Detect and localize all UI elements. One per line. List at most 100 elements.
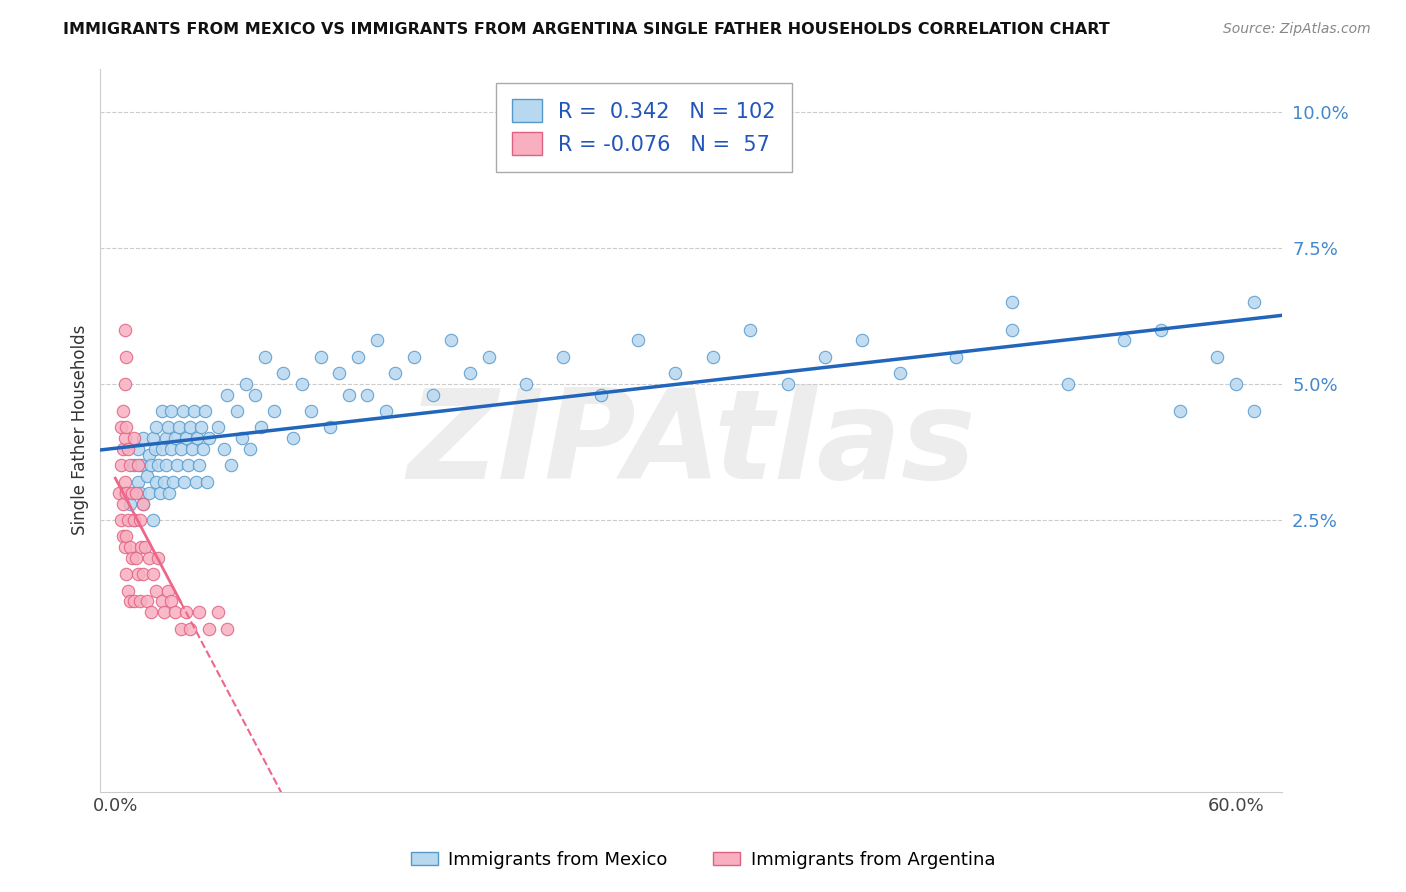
Point <box>188 605 211 619</box>
Point <box>299 404 322 418</box>
Point <box>122 431 145 445</box>
Point <box>111 442 134 457</box>
Point <box>122 458 145 473</box>
Point <box>153 475 176 489</box>
Point <box>183 404 205 418</box>
Point <box>627 334 650 348</box>
Point <box>273 366 295 380</box>
Point <box>263 404 285 418</box>
Point <box>142 513 165 527</box>
Point <box>114 431 136 445</box>
Point <box>155 431 177 445</box>
Point <box>184 475 207 489</box>
Point <box>217 622 239 636</box>
Point <box>169 622 191 636</box>
Point <box>366 334 388 348</box>
Point <box>121 550 143 565</box>
Point <box>143 442 166 457</box>
Point <box>1168 404 1191 418</box>
Point <box>309 350 332 364</box>
Point <box>212 442 235 457</box>
Point <box>190 420 212 434</box>
Point <box>174 605 197 619</box>
Point <box>217 388 239 402</box>
Point <box>172 404 194 418</box>
Point <box>132 496 155 510</box>
Point <box>150 594 173 608</box>
Point <box>245 388 267 402</box>
Point <box>120 458 142 473</box>
Text: ZIPAtlas: ZIPAtlas <box>408 384 976 505</box>
Point <box>120 540 142 554</box>
Point <box>128 594 150 608</box>
Point <box>120 594 142 608</box>
Point <box>155 458 177 473</box>
Point <box>110 513 132 527</box>
Point <box>1112 334 1135 348</box>
Point <box>440 334 463 348</box>
Point <box>160 442 183 457</box>
Point <box>125 550 148 565</box>
Point <box>160 404 183 418</box>
Y-axis label: Single Father Households: Single Father Households <box>72 325 89 535</box>
Point <box>702 350 724 364</box>
Point <box>156 420 179 434</box>
Point <box>125 485 148 500</box>
Point <box>1150 322 1173 336</box>
Point <box>180 442 202 457</box>
Point <box>945 350 967 364</box>
Text: Source: ZipAtlas.com: Source: ZipAtlas.com <box>1223 22 1371 37</box>
Point <box>173 475 195 489</box>
Point <box>1056 376 1078 391</box>
Point <box>160 594 183 608</box>
Point <box>132 496 155 510</box>
Point <box>328 366 350 380</box>
Point <box>225 404 247 418</box>
Point <box>122 513 145 527</box>
Point <box>159 485 181 500</box>
Text: IMMIGRANTS FROM MEXICO VS IMMIGRANTS FROM ARGENTINA SINGLE FATHER HOUSEHOLDS COR: IMMIGRANTS FROM MEXICO VS IMMIGRANTS FRO… <box>63 22 1109 37</box>
Point <box>148 458 170 473</box>
Point <box>148 550 170 565</box>
Point <box>356 388 378 402</box>
Point <box>138 550 160 565</box>
Point <box>127 475 149 489</box>
Point <box>150 442 173 457</box>
Point <box>110 420 132 434</box>
Point <box>589 388 612 402</box>
Point <box>131 458 153 473</box>
Point <box>194 404 217 418</box>
Point <box>422 388 444 402</box>
Point <box>347 350 370 364</box>
Point <box>174 431 197 445</box>
Point <box>319 420 342 434</box>
Legend: R =  0.342   N = 102, R = -0.076   N =  57: R = 0.342 N = 102, R = -0.076 N = 57 <box>496 83 793 172</box>
Point <box>139 458 162 473</box>
Point <box>166 458 188 473</box>
Point <box>167 420 190 434</box>
Point <box>515 376 537 391</box>
Point <box>1206 350 1229 364</box>
Point <box>553 350 575 364</box>
Point <box>115 350 138 364</box>
Point <box>142 431 165 445</box>
Point <box>239 442 262 457</box>
Point <box>191 442 214 457</box>
Point <box>1000 322 1022 336</box>
Point <box>127 458 149 473</box>
Point <box>142 567 165 582</box>
Point <box>115 567 138 582</box>
Point <box>458 366 481 380</box>
Point <box>207 605 229 619</box>
Legend: Immigrants from Mexico, Immigrants from Argentina: Immigrants from Mexico, Immigrants from … <box>404 844 1002 876</box>
Point <box>128 485 150 500</box>
Point <box>664 366 686 380</box>
Point <box>250 420 273 434</box>
Point <box>177 458 200 473</box>
Point <box>138 485 160 500</box>
Point <box>121 485 143 500</box>
Point <box>138 448 160 462</box>
Point <box>110 458 132 473</box>
Point <box>291 376 314 391</box>
Point <box>117 513 139 527</box>
